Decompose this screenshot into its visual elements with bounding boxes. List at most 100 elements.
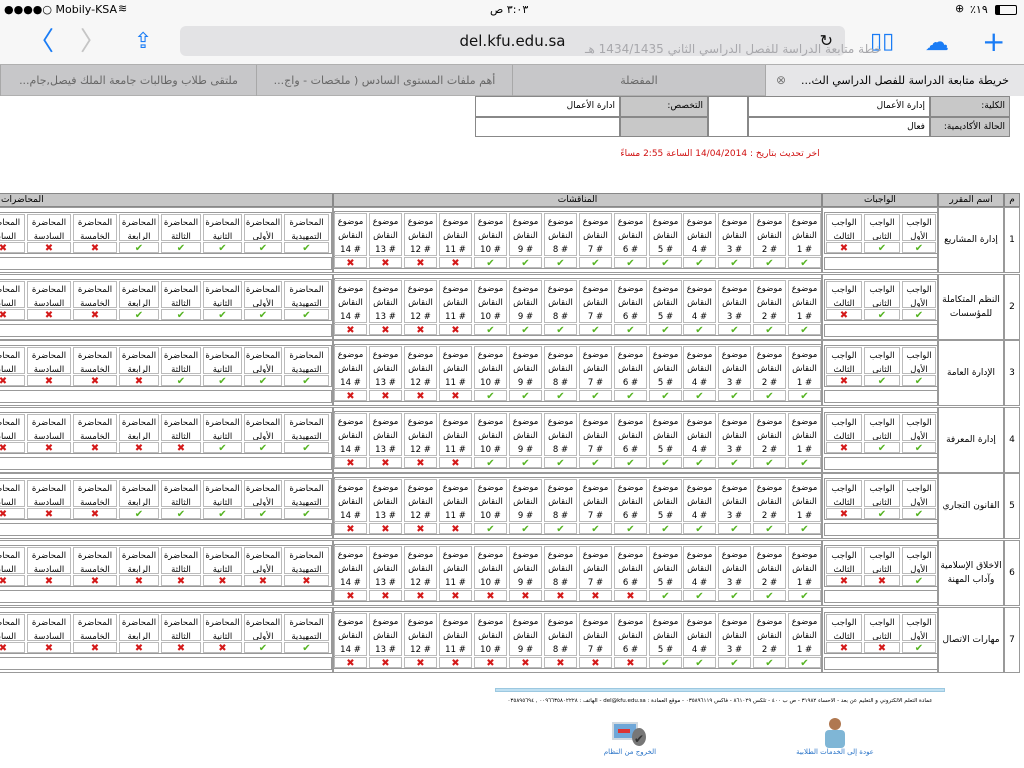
label-line: موضوع [442,284,469,294]
discussion-topic-label: موضوع النقاش # 11 [439,346,472,389]
cross-icon: ✖ [439,257,472,269]
label-line: الثالث [833,498,855,507]
label-line: الأولى [252,632,274,641]
label-line: الثانية [212,498,233,507]
label-line: النقاش [722,298,747,308]
lectures-empty-row [0,523,332,536]
academic-status-value: فعال [748,117,930,137]
course-name[interactable]: إدارة المعرفة [938,407,1004,473]
discussion-topic-label: موضوع النقاش # 9 [509,213,542,256]
discussion-topic-label: موضوع النقاش # 8 [544,280,577,323]
reload-icon[interactable]: ↻ [819,31,833,50]
address-bar[interactable]: del.kfu.edu.sa ↻ [180,26,845,56]
discussion-topic-label: موضوع النقاش # 14 [334,213,367,256]
forward-icon[interactable]: 〉 [80,27,107,57]
tab-active[interactable]: ⊗ خريطة متابعة الدراسة للفصل الدراسي الث… [765,65,1024,96]
cross-icon: ✖ [369,523,402,535]
tab-level-six-files[interactable]: أهم ملفات المستوى السادس ( ملخصات - واج.… [256,65,512,96]
assignment-label: الواجب الأول [902,614,936,641]
label-line: موضوع [407,483,434,493]
label-line: السابعة [0,565,17,574]
course-name[interactable]: إدارة المشاريع [938,207,1004,273]
check-icon: ✔ [244,309,282,321]
cross-icon: ✖ [0,242,25,254]
discussion-topic-label: موضوع النقاش # 12 [404,213,437,256]
tab-forum[interactable]: ملتقى طلاب وطالبات جامعة الملك فيصل,جام.… [0,65,256,96]
label-line: موضوع [337,350,364,360]
course-name[interactable]: النظم المتكاملة للمؤسسات [938,274,1004,340]
bookmarks-icon[interactable]: ▯▯ [870,29,895,54]
label-line: النقاش [722,231,747,241]
label-line: النقاش [478,231,503,241]
label-line: المحاضرة [77,418,113,428]
label-line: # 2 [761,511,778,521]
label-line: المحاضرة [77,351,113,361]
label-line: الثانية [212,632,233,641]
label-line: # 14 [340,645,361,655]
label-line: الخامسة [80,232,110,241]
new-tab-icon[interactable]: + [982,25,1006,58]
label-line: المحاضرة [205,285,240,295]
label-line: موضوع [686,284,713,294]
back-icon[interactable]: 〈 [28,27,55,57]
label-line: موضوع [791,617,818,627]
label-line: المحاضرة [77,484,113,494]
discussion-topic-label: موضوع النقاش # 11 [439,280,472,323]
course-name[interactable]: مهارات الاتصال [938,607,1004,673]
close-tab-icon[interactable]: ⊗ [776,73,787,87]
label-line: الخامسة [80,432,110,441]
check-icon: ✔ [203,442,242,454]
label-line: # 1 [796,645,813,655]
check-icon: ✔ [683,390,716,402]
label-line: المحاضرة [205,351,240,361]
check-icon: ✔ [284,642,329,654]
share-icon[interactable]: ⇪ [134,29,153,54]
check-icon: ✔ [864,242,900,254]
cross-icon: ✖ [614,590,647,602]
check-icon: ✔ [788,657,821,669]
check-icon: ✔ [902,575,936,587]
label-line: موضوع [337,417,364,427]
course-name[interactable]: القانون التجاري [938,473,1004,539]
icloud-tabs-icon[interactable]: ☁ [925,28,949,56]
label-line: موضوع [721,217,748,227]
label-line: الثانية [212,299,233,308]
label-line: موضوع [721,483,748,493]
discussion-topic-label: موضوع النقاش # 3 [718,546,751,589]
label-line: موضوع [652,417,679,427]
course-name[interactable]: الاخلاق الإسلامية وآداب المهنة [938,540,1004,606]
label-line: المحاضرة [31,484,67,494]
cross-icon: ✖ [73,575,117,587]
cross-icon: ✖ [864,575,900,587]
back-to-services-button[interactable]: عودة إلى الخدمات الطلابية [790,718,880,756]
discussion-topic-label: موضوع النقاش # 5 [649,546,682,589]
label-line: الثالثة [171,632,191,641]
lecture-label: المحاضرة السادسة [27,414,71,441]
course-number: 7 [1004,607,1020,673]
label-line: الثالثة [171,565,191,574]
label-line: النقاش [408,364,433,374]
check-icon: ✔ [509,257,542,269]
lecture-label: المحاضرة الرابعة [119,214,159,241]
label-line: النقاش [443,564,468,574]
assignment-label: الواجب الثاني [864,214,900,241]
label-line: السابعة [0,365,17,374]
check-icon: ✔ [788,590,821,602]
check-icon: ✔ [161,309,201,321]
lectures-empty-row [0,390,332,403]
discussion-topic-label: موضوع النقاش # 2 [753,213,786,256]
label-line: المحاضرة [0,351,21,361]
check-icon: ✔ [474,324,507,336]
discussion-topic-label: موضوع النقاش # 14 [334,280,367,323]
cross-icon: ✖ [119,575,159,587]
discussion-topic-label: موضوع النقاش # 10 [474,479,507,522]
course-name[interactable]: الإدارة العامة [938,340,1004,406]
check-icon: ✔ [683,324,716,336]
label-line: المحاضرة [121,418,157,428]
cross-icon: ✖ [579,590,612,602]
label-line: # 4 [691,445,708,455]
discussion-topic-label: موضوع النقاش # 8 [544,213,577,256]
check-icon: ✔ [284,508,329,520]
tab-favorites[interactable]: المفضلة [512,65,765,96]
logout-button[interactable]: ✔ الخروج من النظام [590,720,670,756]
